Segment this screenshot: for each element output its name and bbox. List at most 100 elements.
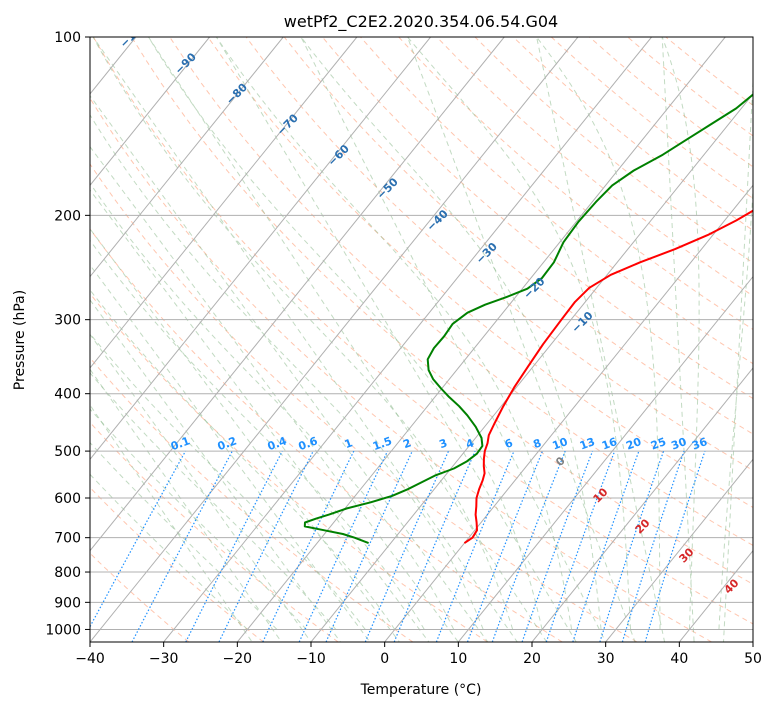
mixing-ratio-label: 0.1 xyxy=(169,434,192,453)
mixing-ratio-line xyxy=(262,450,355,642)
isotherm-label: −70 xyxy=(274,111,301,138)
mixing-ratio-line xyxy=(393,450,476,642)
x-tick-label: −30 xyxy=(149,651,179,667)
mixing-ratio-line xyxy=(521,450,594,642)
moist-adiabat-label: 20 xyxy=(633,516,653,536)
isotherm-line xyxy=(457,275,753,642)
plot-frame xyxy=(89,36,754,643)
x-tick-label: −10 xyxy=(296,651,326,667)
dry-adiabat xyxy=(512,37,753,231)
isotherm-line xyxy=(90,37,358,369)
dry-adiabat xyxy=(90,292,488,642)
x-tick-label: 30 xyxy=(597,651,615,667)
x-tick-label: 20 xyxy=(523,651,541,667)
mixing-ratio-line xyxy=(435,450,515,642)
mixing-ratio-line xyxy=(90,450,187,628)
moist-adiabat xyxy=(407,37,636,642)
mixing-ratio-line xyxy=(364,450,450,642)
mixing-ratio-label: 30 xyxy=(669,435,688,453)
moist-adiabat-label: 0 xyxy=(553,454,568,469)
moist-adiabat xyxy=(718,73,753,642)
mixing-ratio-label: 0.2 xyxy=(216,434,239,453)
isotherm-label: −30 xyxy=(473,240,500,267)
dewpoint-line xyxy=(303,93,753,545)
dry-adiabat xyxy=(245,37,753,472)
mixing-ratio-line xyxy=(131,450,233,642)
dry-adiabat xyxy=(207,37,753,509)
temperature-line xyxy=(463,209,753,544)
y-tick-label: 800 xyxy=(54,565,81,581)
mixing-ratio-label: 20 xyxy=(624,435,643,453)
isotherm-label: −10 xyxy=(569,309,596,336)
isotherm-line xyxy=(0,37,62,642)
moist-adiabat xyxy=(215,37,577,642)
moist-adiabat-label: 30 xyxy=(677,545,697,565)
y-tick-label: 100 xyxy=(54,30,81,46)
y-tick-label: 300 xyxy=(54,313,81,329)
mixing-ratio-line xyxy=(644,450,706,642)
isotherm-line xyxy=(90,37,505,552)
moist-adiabat xyxy=(148,37,548,642)
isotherm-label: −20 xyxy=(521,275,548,302)
mixing-ratio-line xyxy=(185,450,283,642)
moist-adiabat xyxy=(90,189,430,642)
isotherm-line xyxy=(605,458,753,642)
mixing-ratio-line xyxy=(466,450,544,642)
mixing-ratio-line xyxy=(599,450,665,642)
isotherm-line xyxy=(90,37,431,461)
mixing-ratio-label: 36 xyxy=(690,435,709,453)
dry-adiabat xyxy=(90,552,190,642)
mixing-ratio-line xyxy=(298,450,389,642)
y-tick-label: 1000 xyxy=(45,622,81,638)
isotherm-line xyxy=(163,37,652,642)
isotherm-line xyxy=(90,37,284,278)
mixing-ratio-label: 0.4 xyxy=(266,434,289,453)
mixing-ratio-label: 8 xyxy=(531,436,543,451)
x-tick-label: −20 xyxy=(223,651,253,667)
moist-adiabat-label: 10 xyxy=(591,485,611,505)
isotherm-line xyxy=(310,93,753,642)
mixing-ratio-line xyxy=(491,450,566,642)
skewed-isotherms xyxy=(0,37,753,642)
isotherm-labels: −100−90−80−70−60−50−40−30−20−10 xyxy=(117,37,596,336)
mixing-ratio-label: 16 xyxy=(600,435,619,453)
y-tick-label: 500 xyxy=(54,444,81,460)
moist-adiabat xyxy=(92,37,518,642)
moist-adiabat xyxy=(90,145,459,642)
mixing-ratio-lines xyxy=(90,450,706,642)
x-tick-label: 0 xyxy=(380,651,389,667)
mixing-ratio-label: 1 xyxy=(343,436,355,451)
chart-title: wetPf2_C2E2.2020.354.06.54.G04 xyxy=(284,12,558,32)
dry-adiabat xyxy=(90,97,712,642)
y-axis-label: Pressure (hPa) xyxy=(12,290,28,390)
mixing-ratio-labels: 0.1 0.2 0.4 0.6 1 1.5 2 3 4 6 8 10 13 16 20 25 30 36 xyxy=(169,434,709,453)
isotherm-line xyxy=(531,367,753,642)
mixing-ratio-label: 10 xyxy=(551,435,570,453)
dry-adiabat xyxy=(474,37,753,264)
moist-adiabat xyxy=(90,368,282,642)
y-tick-label: 700 xyxy=(54,531,81,547)
dry-adiabat xyxy=(131,37,753,585)
moist-adiabat xyxy=(90,228,400,642)
mixing-ratio-label: 6 xyxy=(503,436,515,451)
isotherm-label: −80 xyxy=(224,80,251,107)
x-tick-label: 50 xyxy=(744,651,762,667)
isotherm-label: −40 xyxy=(424,207,451,234)
mixing-ratio-line xyxy=(325,450,413,642)
moist-adiabat xyxy=(90,94,489,642)
dry-adiabat xyxy=(360,37,753,365)
x-axis: −40 −30 −20 −10 0 10 20 30 40 50 xyxy=(75,642,762,667)
pressure-gridlines xyxy=(90,37,753,630)
dry-adiabat xyxy=(90,357,414,642)
isotherm-line xyxy=(384,184,753,642)
x-tick-label: 40 xyxy=(670,651,688,667)
dry-adiabat xyxy=(92,37,753,625)
mixing-ratio-label: 13 xyxy=(578,435,597,452)
moist-adiabat-labels: 0 10 20 30 40 xyxy=(553,454,742,597)
y-tick-label: 900 xyxy=(54,595,81,611)
moist-adiabat xyxy=(661,37,700,642)
moist-adiabat xyxy=(90,404,253,642)
mixing-ratio-line xyxy=(545,450,616,642)
isotherm-line xyxy=(90,37,579,642)
mixing-ratio-label: 4 xyxy=(464,436,476,451)
